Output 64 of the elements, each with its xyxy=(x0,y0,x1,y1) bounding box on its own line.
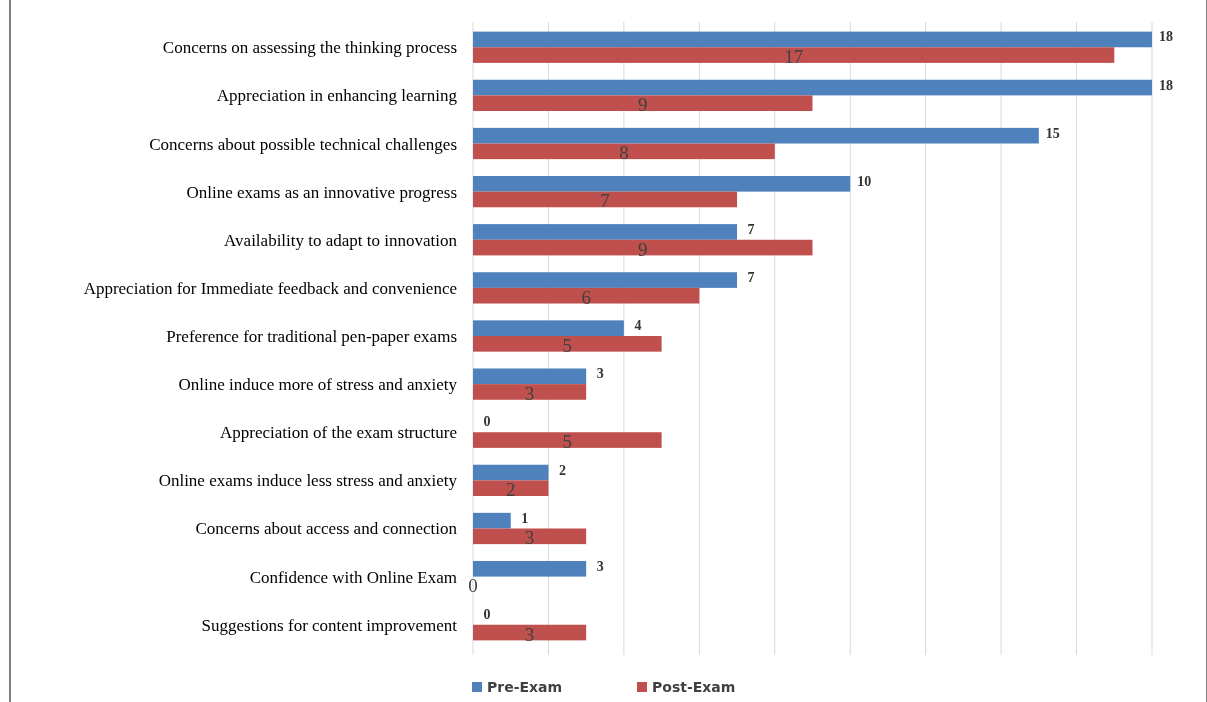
bar xyxy=(473,512,511,529)
data-label: 3 xyxy=(596,366,604,382)
data-label: 6 xyxy=(581,286,591,308)
bar xyxy=(473,127,1039,144)
bar xyxy=(473,287,700,304)
y-tick-label: Appreciation for Immediate feedback and convenience xyxy=(83,278,457,298)
y-tick-label: Appreciation of the exam structure xyxy=(220,423,457,443)
bar xyxy=(473,272,738,288)
bar xyxy=(473,31,1152,48)
data-label: 7 xyxy=(747,270,755,286)
data-label: 1 xyxy=(521,510,529,526)
y-tick-label: Suggestions for content improvement xyxy=(201,615,458,635)
bar xyxy=(473,624,587,641)
bar xyxy=(473,560,587,577)
bar xyxy=(473,464,549,481)
y-tick-label: Online exams as an innovative progress xyxy=(186,182,457,202)
bar xyxy=(473,528,587,545)
data-label: 18 xyxy=(1159,77,1173,93)
data-label: 8 xyxy=(619,142,629,164)
data-label: 0 xyxy=(483,414,491,430)
y-tick-label: Concerns about possible technical challenges xyxy=(149,134,457,154)
data-label: 9 xyxy=(638,94,648,116)
bar xyxy=(473,79,1152,96)
data-label: 2 xyxy=(558,462,566,478)
bar xyxy=(473,143,775,160)
bar xyxy=(473,432,662,448)
legend-label: Post-Exam xyxy=(652,679,736,695)
bar xyxy=(473,47,1115,63)
data-label: 3 xyxy=(524,623,535,645)
data-label: 2 xyxy=(505,479,516,501)
bar xyxy=(473,480,549,497)
bar xyxy=(473,384,587,400)
data-label: 3 xyxy=(596,558,604,574)
data-label: 5 xyxy=(562,431,573,453)
bar xyxy=(473,336,662,352)
y-tick-label: Preference for traditional pen-paper exams xyxy=(166,327,457,346)
bar xyxy=(473,320,624,336)
y-tick-label: Appreciation in enhancing learning xyxy=(216,86,458,106)
y-tick-label: Concerns on assessing the thinking process xyxy=(162,38,457,58)
y-tick-label: Confidence with Online Exam xyxy=(249,567,457,587)
data-label: 7 xyxy=(600,190,610,212)
bar xyxy=(473,368,587,385)
data-label: 3 xyxy=(524,382,535,404)
y-tick-label: Online induce more of stress and anxiety xyxy=(178,375,458,395)
data-label: 0 xyxy=(468,575,478,597)
bar xyxy=(473,239,813,256)
bar xyxy=(473,224,738,240)
data-label: 4 xyxy=(634,318,642,334)
y-tick-label: Online exams induce less stress and anxiety xyxy=(158,471,458,491)
bar xyxy=(473,191,738,208)
data-label: 0 xyxy=(483,606,491,622)
data-label: 15 xyxy=(1045,125,1060,141)
data-label: 10 xyxy=(857,173,872,189)
data-label: 18 xyxy=(1159,29,1173,45)
data-label: 9 xyxy=(638,238,648,260)
y-tick-label: Availability to adapt to innovation xyxy=(224,230,458,250)
y-tick-label: Concerns about access and connection xyxy=(195,519,458,539)
data-label: 7 xyxy=(747,221,755,237)
bar xyxy=(473,95,813,112)
data-label: 3 xyxy=(524,527,535,549)
legend-label: Pre-Exam xyxy=(487,679,563,695)
bar xyxy=(473,175,851,192)
data-label: 5 xyxy=(562,334,573,356)
data-label: 17 xyxy=(784,46,804,68)
